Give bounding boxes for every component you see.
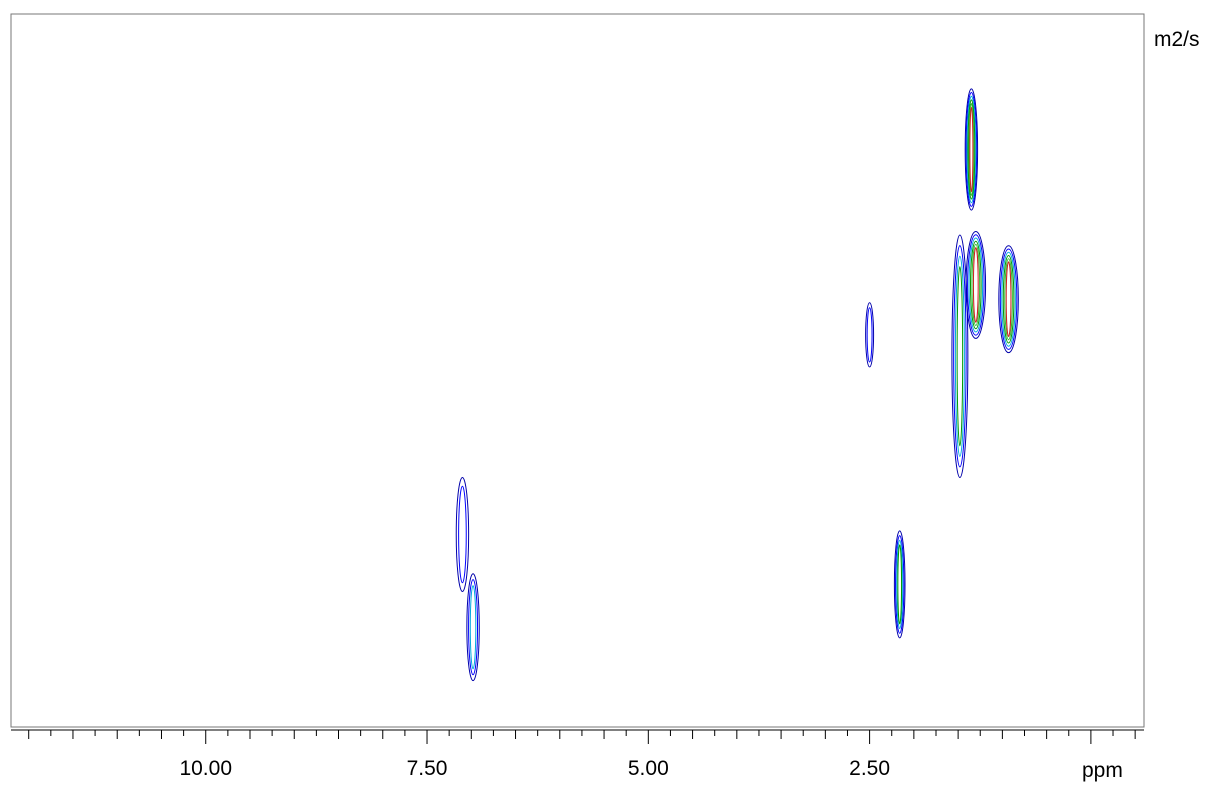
x-tick-label: 7.50 [407, 757, 448, 780]
contour-level [968, 237, 984, 333]
contour-level [970, 240, 982, 330]
x-tick-labels: 10.00 7.50 5.00 2.50 [179, 757, 890, 780]
contour-level [896, 539, 904, 630]
contour-level [999, 248, 1018, 350]
contour-peak [951, 234, 969, 478]
contour-level [969, 106, 974, 193]
contour-level [895, 535, 905, 634]
x-minor-ticks [28, 730, 1136, 744]
contour-peak [998, 245, 1019, 354]
contour-level [468, 579, 479, 676]
contour-level [967, 234, 985, 336]
x-tick-label: 5.00 [628, 757, 669, 780]
contour-peaks [455, 88, 1019, 682]
contour-level [964, 88, 979, 211]
x-axis-label: ppm [1082, 759, 1123, 782]
contour-level [968, 103, 975, 196]
contour-level [966, 95, 977, 204]
contour-level [1004, 258, 1013, 341]
contour-level [1001, 251, 1016, 347]
contour-level [971, 243, 981, 326]
contour-peak [964, 88, 979, 211]
x-tick-label: 10.00 [179, 757, 232, 780]
contour-level [893, 530, 906, 639]
y-axis-unit-label: m2/s [1154, 28, 1200, 51]
contour-level [951, 234, 969, 478]
contour-peak [466, 573, 480, 682]
contour-level [953, 245, 967, 468]
contour-level [956, 266, 964, 447]
contour-level [466, 573, 480, 682]
contour-level [972, 247, 979, 323]
contour-level [967, 99, 976, 200]
contour-level [865, 302, 875, 368]
plot-frame [10, 13, 1145, 728]
contour-level [458, 485, 467, 584]
contour-peak [865, 302, 875, 368]
x-tick-label: 2.50 [849, 757, 890, 780]
contour-level [965, 92, 978, 207]
contour-level [954, 255, 965, 457]
contour-level [866, 307, 873, 363]
contour-level [998, 245, 1019, 354]
contour-peak [893, 530, 906, 639]
contour-level [455, 476, 470, 593]
contour-level [1005, 261, 1012, 337]
contour-level [1002, 254, 1015, 344]
contour-peak [965, 230, 987, 339]
contour-level [469, 585, 477, 670]
contour-level [897, 544, 903, 625]
contour-peak [455, 476, 470, 593]
